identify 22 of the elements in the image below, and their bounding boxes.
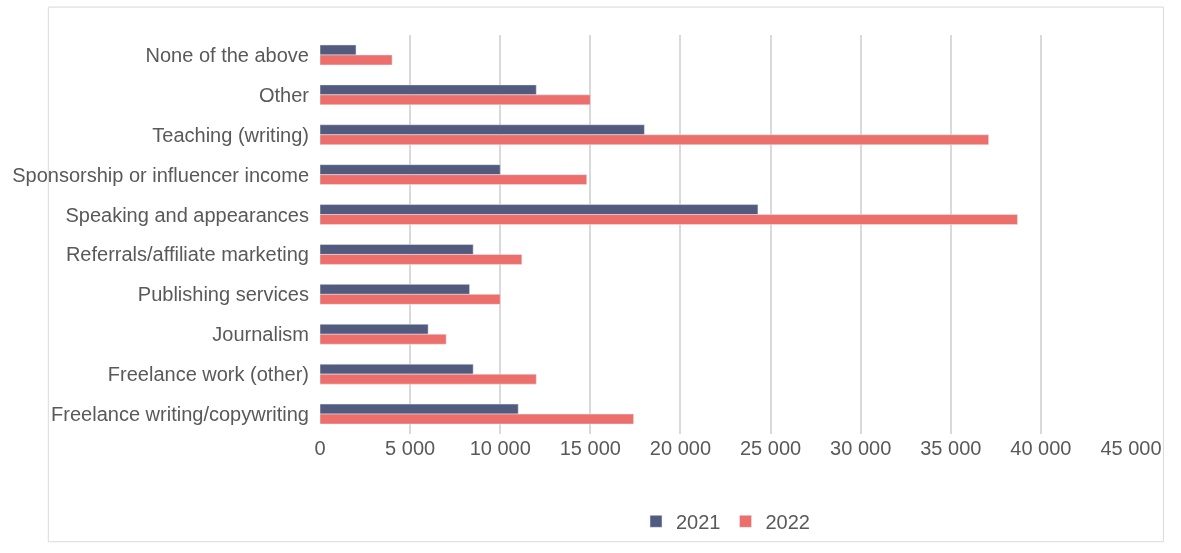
- y-tick-label: None of the above: [145, 43, 309, 66]
- legend-label: 2022: [765, 511, 810, 534]
- x-tick-label: 25 000: [739, 437, 802, 459]
- y-tick-label: Freelance writing/copywriting: [51, 403, 309, 426]
- x-tick-label: 0: [314, 437, 326, 459]
- x-tick-label: 30 000: [830, 437, 892, 459]
- y-tick-label: Publishing services: [137, 283, 309, 306]
- x-tick-label: 10 000: [469, 437, 531, 459]
- y-tick-label: Freelance work (other): [107, 363, 309, 386]
- x-tick-label: 15 000: [559, 437, 621, 459]
- x-tick-label: 35 000: [920, 437, 982, 459]
- y-tick-label: Referrals/affiliate marketing: [65, 243, 309, 266]
- x-tick-label: 5 000: [385, 437, 436, 459]
- y-tick-label: Other: [258, 83, 310, 106]
- y-tick-label: Teaching (writing): [152, 123, 309, 146]
- x-tick-label: 40 000: [1010, 437, 1072, 459]
- y-tick-label: Journalism: [212, 323, 309, 346]
- x-tick-label: 20 000: [649, 437, 712, 459]
- y-tick-label: Speaking and appearances: [65, 203, 309, 226]
- x-tick-label: 45 000: [1100, 437, 1162, 459]
- y-tick-label: Sponsorship or influencer income: [12, 163, 309, 186]
- legend-label: 2021: [676, 511, 721, 534]
